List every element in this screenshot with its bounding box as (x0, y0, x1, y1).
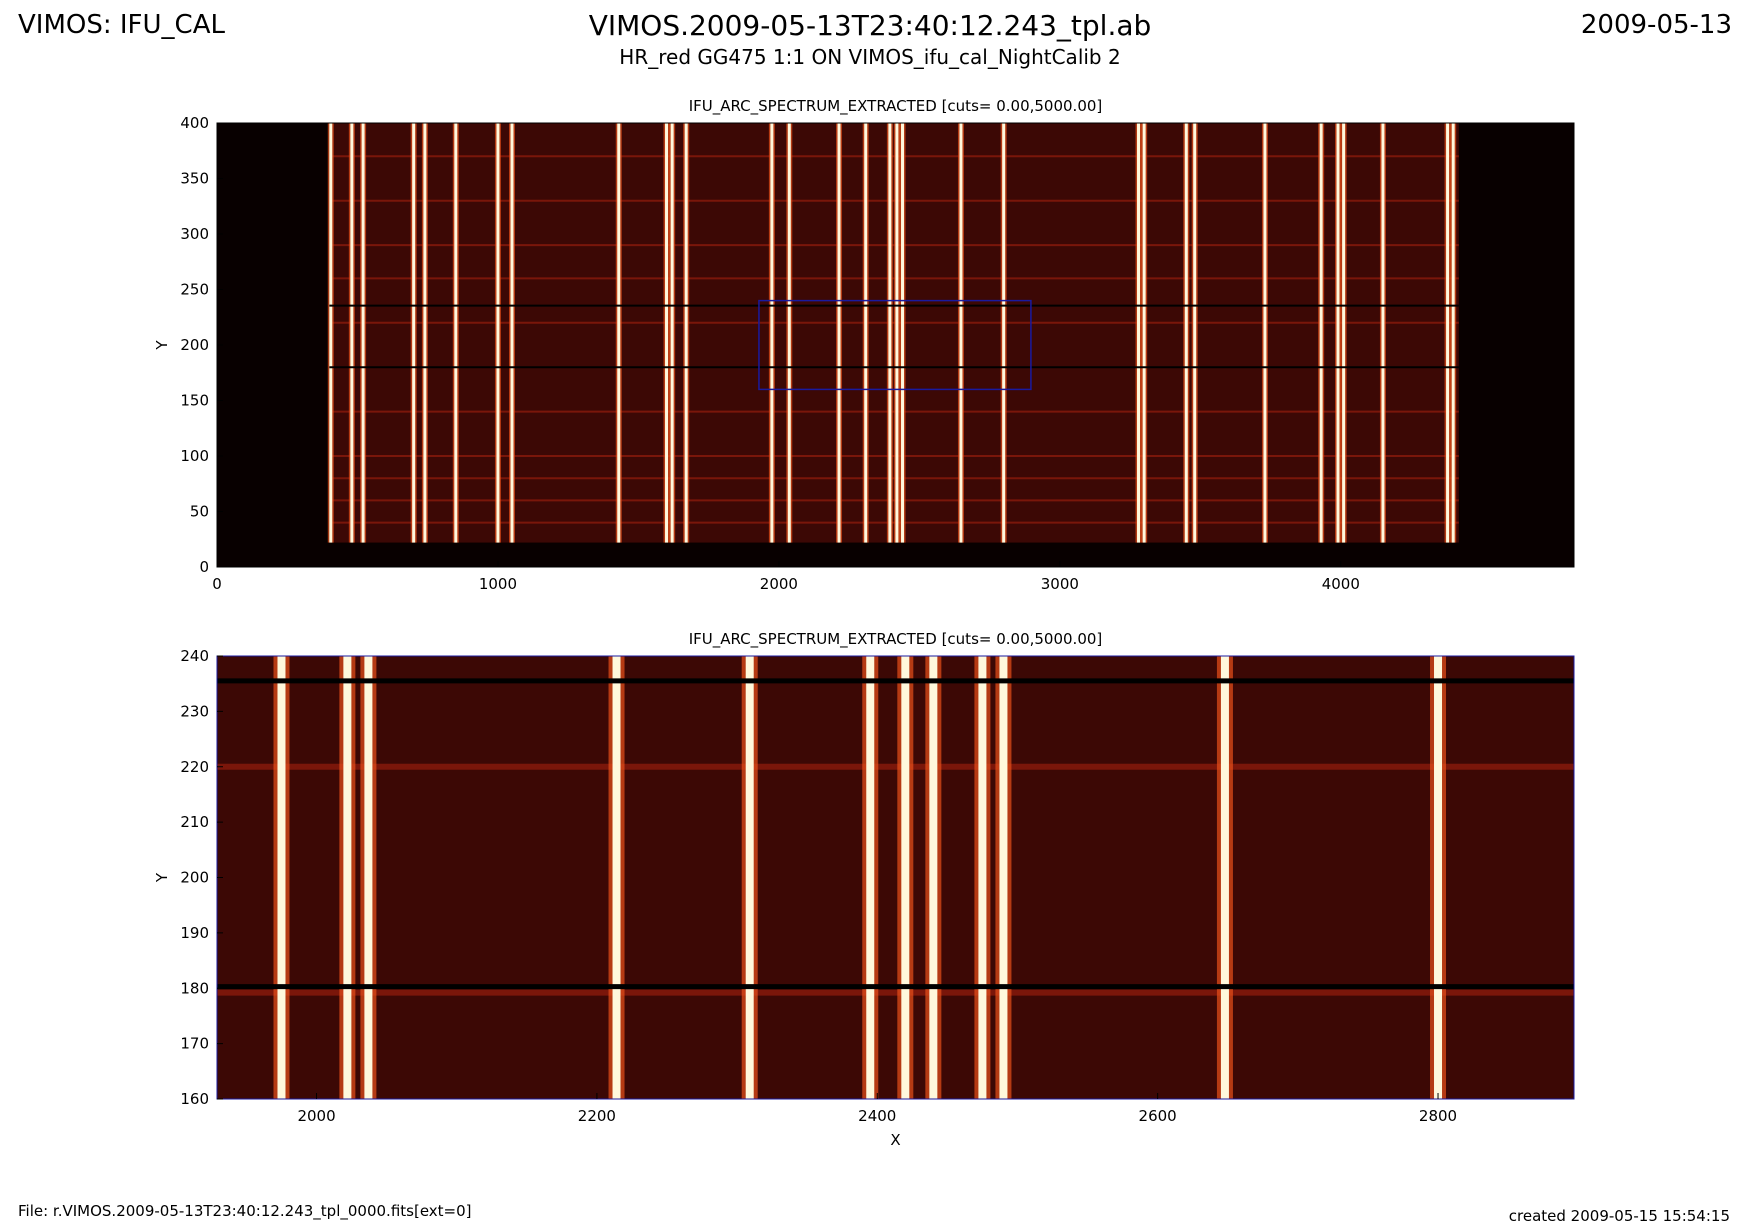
y-tick-label: 160 (180, 1090, 209, 1108)
arc-line (1381, 123, 1385, 543)
arc-line (959, 123, 963, 543)
arc-line (364, 656, 373, 1099)
arc-line (1193, 123, 1197, 543)
arc-line (423, 123, 427, 543)
arc-line (1451, 123, 1455, 543)
arc-line (665, 123, 669, 543)
arc-line (1184, 123, 1188, 543)
chart-title: IFU_ARC_SPECTRUM_EXTRACTED [cuts= 0.00,5… (689, 630, 1103, 649)
arc-line (1342, 123, 1346, 543)
y-tick-label: 300 (180, 225, 209, 243)
y-tick-label: 210 (180, 813, 209, 831)
y-tick-label: 50 (190, 503, 209, 521)
arc-line (929, 656, 938, 1099)
arc-line (496, 123, 500, 543)
arc-line (866, 656, 875, 1099)
arc-line (510, 123, 514, 543)
data-region (217, 656, 1574, 1099)
arc-line (1137, 123, 1141, 543)
arc-line (901, 123, 905, 543)
arc-line (1142, 123, 1146, 543)
arc-line (329, 123, 333, 543)
header-subtitle: HR_red GG475 1:1 ON VIMOS_ifu_cal_NightC… (619, 45, 1120, 69)
y-tick-label: 220 (180, 758, 209, 776)
y-tick-label: 100 (180, 447, 209, 465)
y-tick-label: 0 (199, 558, 209, 576)
arc-line (412, 123, 416, 543)
y-tick-label: 190 (180, 924, 209, 942)
y-tick-label: 180 (180, 979, 209, 997)
x-tick-label: 2600 (1139, 1107, 1177, 1125)
zoom-box (758, 299, 1032, 391)
arc-line (454, 123, 458, 543)
y-tick-label: 350 (180, 170, 209, 188)
arc-line (901, 656, 910, 1099)
x-tick-label: 3000 (1041, 575, 1079, 593)
arc-line (617, 123, 621, 543)
arc-line (745, 656, 754, 1099)
y-tick-label: 200 (180, 336, 209, 354)
y-axis-label: Y (153, 340, 171, 351)
arc-line (1319, 123, 1323, 543)
arc-line (350, 123, 354, 543)
x-tick-label: 0 (212, 575, 222, 593)
header-left: VIMOS: IFU_CAL (18, 10, 225, 40)
y-tick-label: 150 (180, 392, 209, 410)
arc-line (888, 123, 892, 543)
chart-title: IFU_ARC_SPECTRUM_EXTRACTED [cuts= 0.00,5… (689, 97, 1103, 116)
y-tick-label: 170 (180, 1035, 209, 1053)
arc-line (684, 123, 688, 543)
arc-line (277, 656, 286, 1099)
y-tick-label: 230 (180, 702, 209, 720)
x-tick-label: 4000 (1322, 575, 1360, 593)
arc-line (978, 656, 987, 1099)
x-tick-label: 2000 (760, 575, 798, 593)
arc-line (999, 656, 1008, 1099)
arc-line (864, 123, 868, 543)
x-tick-label: 2200 (578, 1107, 616, 1125)
arc-line (612, 656, 621, 1099)
arc-line (895, 123, 899, 543)
arc-line (837, 123, 841, 543)
arc-line (1446, 123, 1450, 543)
y-tick-label: 400 (180, 114, 209, 132)
x-tick-label: 2000 (297, 1107, 335, 1125)
arc-line (787, 123, 791, 543)
x-axis-label: X (890, 1131, 900, 1149)
arc-line (1336, 123, 1340, 543)
footer-file: File: r.VIMOS.2009-05-13T23:40:12.243_tp… (18, 1202, 472, 1221)
header-right: 2009-05-13 (1581, 10, 1732, 40)
arc-line (1434, 656, 1443, 1099)
x-tick-label: 2800 (1419, 1107, 1457, 1125)
image-area (217, 123, 1574, 567)
arc-line (343, 656, 352, 1099)
arc-line (361, 123, 365, 543)
arc-line (770, 123, 774, 543)
header-title: VIMOS.2009-05-13T23:40:12.243_tpl.ab (589, 9, 1152, 42)
arc-line (1002, 123, 1006, 543)
footer-created: created 2009-05-15 15:54:15 (1509, 1207, 1730, 1225)
y-tick-label: 250 (180, 281, 209, 299)
image-area (217, 656, 1574, 1099)
y-tick-label: 240 (180, 647, 209, 665)
x-tick-label: 1000 (479, 575, 517, 593)
arc-line (1263, 123, 1267, 543)
y-axis-label: Y (153, 872, 171, 883)
arc-line (1220, 656, 1229, 1099)
arc-line (670, 123, 674, 543)
y-tick-label: 200 (180, 869, 209, 887)
x-tick-label: 2400 (858, 1107, 896, 1125)
